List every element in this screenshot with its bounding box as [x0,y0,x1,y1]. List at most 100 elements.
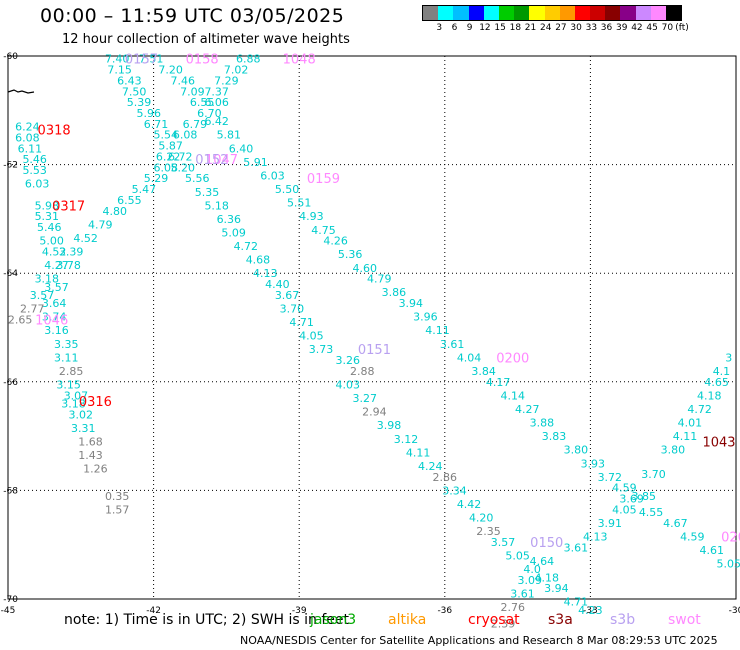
wave-height-point: 2.86 [433,471,458,484]
legend-label: 18 [509,23,522,33]
wave-height-point: 4.0 [523,563,541,576]
wave-height-point: 3.11 [54,351,79,364]
pass-time-label: 1048 [283,53,316,68]
wave-height-point: 4.23 [578,604,603,617]
pass-time-label: 1046 [35,313,68,328]
legend-swatch [438,6,454,20]
legend-label: 33 [585,23,598,33]
wave-height-point: 6.06 [204,96,229,109]
wave-height-point: 4.71 [289,316,314,329]
x-tick-label: -30 [729,606,740,616]
wave-height-point: 3.91 [598,517,623,530]
wave-height-point: 5.31 [35,210,60,223]
legend-label: 27 [555,23,567,33]
wave-height-point: 4.11 [425,324,450,337]
legend-label: 12 [479,23,491,33]
wave-height-point: 4.93 [299,210,324,223]
wave-height-point: 4.65 [704,376,729,389]
pass-time-label: 0200 [496,351,529,366]
wave-height-point: 6.40 [229,142,254,155]
legend-label: 9 [466,23,473,33]
wave-height-point: 5.91 [243,156,268,169]
wave-height-point: 7.15 [107,64,132,77]
wave-height-point: 3.69 [619,493,644,506]
y-tick-label: -62 [3,161,18,171]
footer-note: note: 1) Time is in UTC; 2) SWH is in fe… [64,612,350,628]
wave-height-point: 4.20 [469,512,494,525]
wave-height-point: 3.57 [30,289,55,302]
legend-swatch [544,6,560,20]
wave-height-point: 6.71 [144,118,169,131]
wave-height-point: 3.18 [61,398,86,411]
wave-height-point: 7.09 [180,85,205,98]
wave-height-point: 4.27 [44,259,69,272]
coastline-fragment [7,89,35,94]
wave-height-point: 4.04 [457,351,482,364]
wave-height-point: 4.80 [103,205,128,218]
legend-swatch [605,6,621,20]
wave-height-point: 5.56 [185,172,210,185]
wave-height-point: 3.70 [280,302,305,315]
wave-height-point: 5.87 [158,140,183,153]
wave-height-point: 5.54 [153,129,178,142]
wave-height-point: 3.74 [42,311,67,324]
wave-height-point: 5.09 [221,226,246,239]
legend-swatch [453,6,469,20]
wave-height-point: 6.88 [236,53,261,66]
legend-swatch [620,6,636,20]
legend-swatch [498,6,515,20]
wave-height-point: 1.43 [78,449,103,462]
wave-height-point: 2.94 [362,406,387,419]
wave-height-point: 6.24 [15,121,40,134]
wave-height-point: 7.29 [214,74,239,87]
wave-height-point: 7.37 [204,85,229,98]
pass-time-label: 1043 [702,436,735,451]
legend-label: 45 [646,23,658,33]
wave-height-point: 5.18 [204,199,229,212]
wave-height-point: 3.61 [564,541,589,554]
legend-label: 36 [600,23,613,33]
legend-labels: 3 6 9 12 15 18 21 24 27 30 33 36 39 42 45 70 (ft) [422,21,688,33]
wave-height-point: 6.70 [197,107,222,120]
wave-height-point: 3.88 [530,417,555,430]
legend-swatch [574,6,591,20]
wave-height-point: 4.79 [88,218,113,231]
wave-height-point: 4.79 [367,273,392,286]
wave-height-point: 4.17 [486,376,511,389]
wave-height-point: 4.72 [687,403,712,416]
wave-height-point: 4.11 [673,430,698,443]
wave-height-point: 4.26 [323,235,348,248]
legend-label: 3 [436,23,443,33]
legend-swatch [514,6,530,20]
wave-height-point: 5.46 [22,153,47,166]
wave-height-point: 4.11 [406,446,431,459]
wave-height-point: 7.02 [224,64,249,77]
wave-height-point: 5.46 [37,221,62,234]
wave-height-point: 6.43 [117,74,142,87]
wave-height-point: 3.07 [64,389,89,402]
satellite-label-swot: swot [668,612,701,628]
x-tick-label: -33 [583,606,598,616]
wave-height-point: 6.08 [153,161,178,174]
wave-height-point: 4.13 [583,531,608,544]
pass-time-label: 0151 [358,343,391,358]
wave-height-point: 3.16 [44,324,69,337]
wave-height-point: 3.94 [399,297,424,310]
pass-time-label: 0159 [307,172,340,187]
wave-height-point: 3 [725,351,732,364]
wave-height-point: 3.67 [275,289,300,302]
legend-label: 24 [540,23,552,33]
legend-label: 6 [451,23,458,33]
wave-height-point: 3.12 [394,433,419,446]
wave-height-point: 4.71 [564,596,589,609]
wave-height-point: 4.27 [515,403,540,416]
wave-height-point: 4.05 [299,330,324,343]
chart-subtitle: 12 hour collection of altimeter wave hei… [62,32,350,47]
wave-height-point: 3.61 [510,588,535,601]
wave-height-point: 3.73 [309,343,334,356]
wave-height-point: 4.1 [713,365,731,378]
wave-height-point: 5.20 [170,161,195,174]
wave-height-point: 3.34 [442,484,467,497]
wave-height-point: 2.65 [8,313,33,326]
